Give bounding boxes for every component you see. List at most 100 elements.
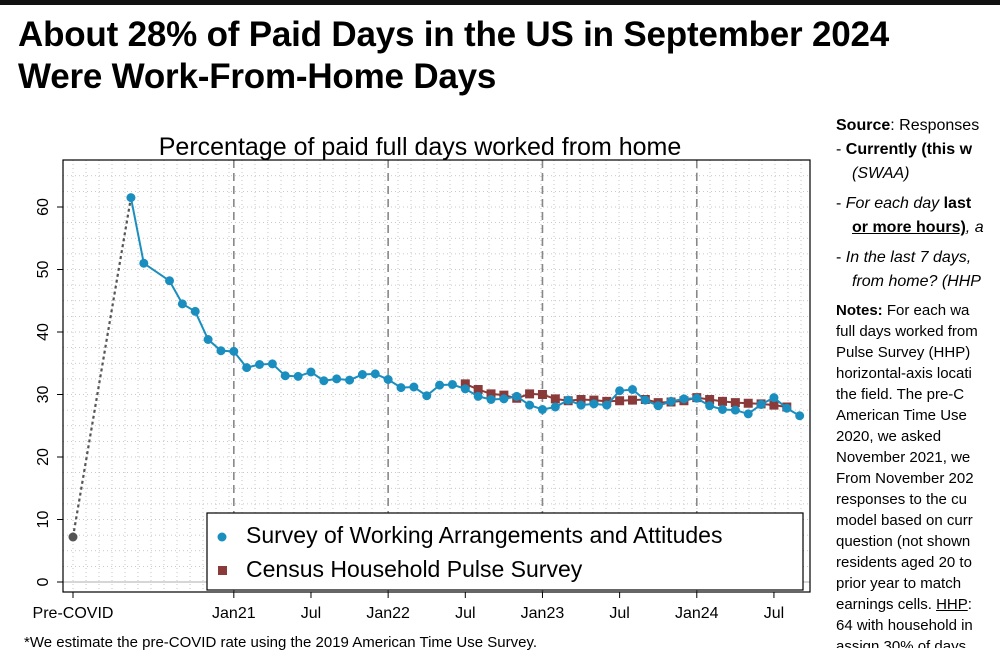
swaa-data-point (216, 346, 226, 356)
swaa-data-point (319, 376, 329, 386)
hhp-data-point (537, 390, 547, 399)
swaa-data-point (242, 363, 252, 373)
bullet-3-cont: from home? (HHP (836, 270, 1000, 294)
notes-line: 64 with household in (836, 617, 973, 634)
bullet-2-bold: last (943, 195, 972, 212)
swaa-data-point (692, 393, 702, 403)
y-tick-label: 30 (35, 386, 52, 404)
notes-line: Pulse Survey (HHP) (836, 344, 971, 361)
swaa-data-point (280, 371, 290, 381)
swaa-data-point (679, 394, 689, 404)
swaa-data-point (756, 400, 766, 409)
legend-swaa-label: Survey of Working Arrangements and Attit… (246, 522, 722, 548)
swaa-data-point (357, 370, 367, 379)
bullet-3: - In the last 7 days, (836, 249, 972, 266)
swaa-data-point (422, 391, 432, 401)
swaa-data-point (370, 369, 380, 379)
legend-hhp-label: Census Household Pulse Survey (246, 556, 583, 582)
swaa-data-point (383, 375, 393, 384)
x-tick-label: Jul (455, 605, 475, 622)
swaa-data-point (589, 399, 599, 409)
notes-line: model based on curr (836, 512, 973, 529)
swaa-data-point (602, 400, 612, 410)
hhp-data-point (627, 395, 637, 405)
swaa-data-point (782, 403, 792, 413)
hhp-data-point (769, 400, 779, 410)
y-tick-label: 20 (35, 448, 52, 466)
swaa-data-point (447, 380, 457, 389)
bullet-1-cont: (SWAA) (836, 162, 1000, 186)
page-headline: About 28% of Paid Days in the US in Sept… (18, 14, 998, 98)
swaa-data-point (615, 386, 625, 396)
notes-line: assign 30% of days (836, 638, 967, 648)
legend-box (206, 512, 804, 591)
swaa-data-point (550, 402, 560, 412)
notes-line: responses to the cu (836, 491, 967, 508)
source-label: Source (836, 117, 891, 134)
x-tick-label: Jan22 (366, 605, 410, 622)
notes-line: November 2021, we (836, 449, 971, 466)
x-tick-label: Jan23 (521, 605, 565, 622)
notes-line: full days worked from (836, 323, 978, 340)
swaa-data-point (473, 391, 483, 401)
y-tick-label: 0 (35, 577, 52, 586)
hhp-data-point (576, 395, 586, 404)
x-tick-label: Pre-COVID (33, 605, 114, 622)
hhp-data-point (486, 389, 496, 399)
notes-block: Notes: For each wa full days worked from P… (836, 300, 1000, 648)
swaa-data-point (563, 395, 573, 405)
x-tick-label: Jan24 (675, 605, 719, 622)
notes-line: prior year to match (836, 575, 962, 592)
bullet-2: - For each day last (836, 195, 972, 212)
swaa-data-point (512, 391, 522, 401)
y-tick-label: 60 (35, 198, 52, 216)
top-border (0, 0, 1000, 5)
swaa-data-point (332, 374, 342, 384)
swaa-data-point (718, 405, 727, 414)
x-tick-label: Jul (609, 605, 629, 622)
notes-line: horizontal-axis locati (836, 365, 972, 382)
bullet-2-cont-rest: , a (965, 219, 984, 236)
swaa-data-point (743, 409, 753, 419)
swaa-data-point (229, 346, 239, 356)
hhp-data-point (525, 389, 535, 399)
swaa-data-point (627, 385, 637, 394)
y-tick-label: 40 (35, 323, 52, 341)
swaa-data-point (139, 258, 149, 268)
notes-line: 2020, we asked (836, 428, 942, 445)
bullet-2-cont: or more hours), a (836, 216, 1000, 240)
bullet-3-cont-text: from home? (HHP (852, 273, 981, 290)
swaa-data-point (126, 193, 136, 203)
swaa-data-point (525, 400, 535, 410)
hhp-data-point (473, 385, 483, 394)
swaa-data-point (165, 276, 175, 286)
notes-hhp-label: HHP (936, 596, 968, 613)
notes-line: earnings cells. HHP: (836, 596, 972, 613)
pre-covid-connector (71, 197, 133, 538)
x-tick-label: Jul (301, 605, 321, 622)
notes-line: American Time Use (836, 407, 967, 424)
bullet-2-text: For each day (845, 195, 944, 212)
x-tick-label: Jul (764, 605, 784, 622)
swaa-data-point (409, 382, 419, 392)
swaa-data-point (653, 401, 663, 411)
hhp-data-point (550, 394, 560, 404)
bullet-1-cont-text: (SWAA) (852, 165, 910, 182)
x-tick-label: Jan21 (212, 605, 256, 622)
swaa-data-point (345, 375, 355, 385)
hhp-data-point (615, 396, 625, 406)
source-line: Source: Responses (836, 114, 1000, 138)
swaa-data-point (795, 411, 805, 421)
source-text: : Responses (890, 117, 980, 134)
bullet-1-text: Currently (this w (845, 141, 973, 158)
y-tick-label: 50 (35, 261, 52, 279)
swaa-data-point (435, 380, 445, 390)
hhp-data-point (743, 398, 753, 408)
swaa-data-point (730, 405, 740, 415)
headline-line-2: Were Work-From-Home Days (18, 57, 497, 96)
swaa-data-point (640, 395, 650, 405)
swaa-data-point (537, 405, 547, 414)
swaa-data-point (203, 335, 213, 344)
notes-line: the field. The pre-C (836, 386, 965, 403)
swaa-data-point (177, 299, 187, 309)
